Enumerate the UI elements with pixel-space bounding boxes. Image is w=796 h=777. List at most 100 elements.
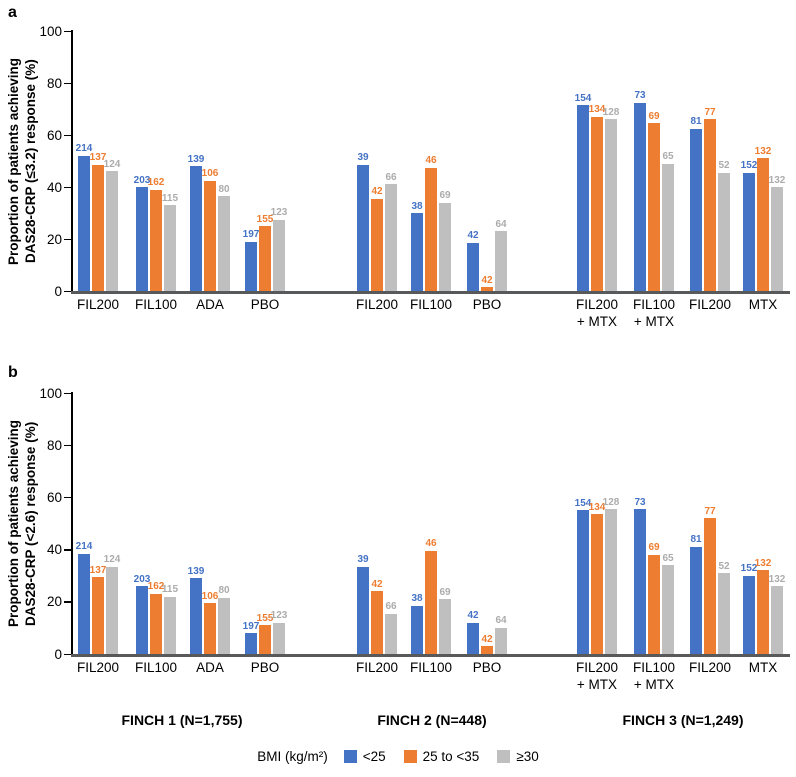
bar — [164, 596, 176, 654]
bar-n-label: 42 — [371, 578, 383, 590]
bar-n-label: 162 — [147, 581, 165, 593]
tick-mark — [64, 653, 71, 655]
bar-n-label: 64 — [495, 615, 507, 627]
bar — [577, 510, 589, 654]
y-axis-line — [71, 30, 73, 291]
bar-n-label: 66 — [385, 171, 397, 183]
group-label: FIL200 + MTX — [575, 660, 619, 692]
bar — [495, 627, 507, 654]
legend-title: BMI (kg/m²) — [257, 749, 328, 764]
bar — [690, 128, 702, 291]
bar-n-label: 39 — [357, 554, 369, 566]
tick-label: 0 — [54, 646, 62, 662]
bar-n-label: 69 — [648, 542, 660, 554]
group-label: FIL100 + MTX — [632, 297, 676, 329]
bar-n-label: 42 — [371, 186, 383, 198]
group-label: PBO — [472, 660, 502, 675]
bar — [439, 599, 451, 654]
bar-n-label: 214 — [75, 143, 93, 155]
bar-n-label: 66 — [385, 601, 397, 613]
bar — [439, 202, 451, 291]
legend-item-bmi-25to35: 25 to <35 — [403, 749, 479, 764]
bar — [385, 613, 397, 654]
bar — [92, 577, 104, 654]
legend: BMI (kg/m²) <25 25 to <35 ≥30 — [0, 749, 796, 764]
bar-n-label: 46 — [425, 155, 437, 166]
bar — [690, 546, 702, 654]
trial-label-finch3: FINCH 3 (N=1,249) — [622, 712, 744, 728]
bar — [164, 205, 176, 291]
bar-n-label: 132 — [754, 557, 772, 569]
bar — [425, 550, 437, 654]
bar — [218, 597, 230, 654]
bar-n-label: 73 — [634, 90, 646, 101]
bar-n-label: 115 — [161, 192, 179, 204]
tick-label: 60 — [46, 489, 62, 505]
group-label: PBO — [472, 297, 502, 312]
bar-n-label: 134 — [588, 501, 606, 513]
bar — [743, 575, 755, 654]
bar-n-label: 69 — [439, 586, 451, 598]
x-axis-line — [71, 654, 790, 657]
bar-n-label: 197 — [242, 229, 260, 241]
bar-n-label: 46 — [425, 538, 437, 550]
bar — [648, 554, 660, 654]
group-label: ADA — [196, 297, 224, 312]
bar — [190, 166, 202, 291]
bar — [771, 586, 783, 654]
bar-n-label: 124 — [103, 554, 121, 566]
tick-mark — [64, 601, 71, 603]
bar-n-label: 154 — [574, 497, 592, 509]
bar-n-label: 106 — [201, 590, 219, 602]
bar-n-label: 39 — [357, 152, 369, 164]
bar-n-label: 132 — [754, 145, 772, 157]
bar-n-label: 69 — [648, 110, 660, 122]
panel-a-label: a — [8, 4, 17, 21]
bar — [662, 163, 674, 291]
bar-n-label: 162 — [147, 177, 165, 189]
bar-n-label: 128 — [602, 106, 620, 118]
bar-n-label: 73 — [634, 496, 646, 508]
tick-mark — [64, 82, 71, 84]
group-label: FIL100 — [409, 660, 453, 675]
bar — [273, 219, 285, 291]
bar — [481, 287, 493, 291]
group-label: FIL200 — [355, 660, 399, 675]
trial-label-finch2: FINCH 2 (N=448) — [377, 712, 487, 728]
y-axis-title: Proportion of patients achieving DAS28-CR… — [6, 57, 38, 265]
tick-mark — [64, 134, 71, 136]
bar — [718, 573, 730, 654]
tick-mark — [64, 549, 71, 551]
bar — [150, 189, 162, 291]
bar-n-label: 139 — [187, 565, 205, 577]
tick-label: 80 — [46, 437, 62, 453]
y-axis-line — [71, 392, 73, 654]
bar — [425, 167, 437, 291]
bar-n-label: 81 — [690, 534, 702, 546]
bar — [771, 187, 783, 291]
legend-swatch-gray — [497, 750, 511, 763]
bar-n-label: 38 — [411, 200, 423, 212]
bar — [411, 605, 423, 654]
bar-n-label: 124 — [103, 158, 121, 170]
bar-n-label: 132 — [768, 174, 786, 186]
bar — [634, 509, 646, 654]
bar — [467, 242, 479, 291]
group-label: PBO — [250, 297, 280, 312]
tick-mark — [64, 290, 71, 292]
tick-label: 80 — [46, 75, 62, 91]
bar-n-label: 38 — [411, 593, 423, 605]
bar — [481, 646, 493, 654]
group-label: MTX — [748, 297, 778, 312]
tick-label: 0 — [54, 283, 62, 299]
bar-n-label: 64 — [495, 218, 507, 230]
legend-item-gte30: ≥30 — [497, 749, 539, 764]
bar — [204, 603, 216, 654]
bar-n-label: 132 — [768, 573, 786, 585]
x-axis-line — [71, 291, 790, 294]
bar — [136, 187, 148, 291]
bar — [495, 231, 507, 291]
group-label: ADA — [196, 660, 224, 675]
bar-n-label: 155 — [256, 213, 274, 225]
